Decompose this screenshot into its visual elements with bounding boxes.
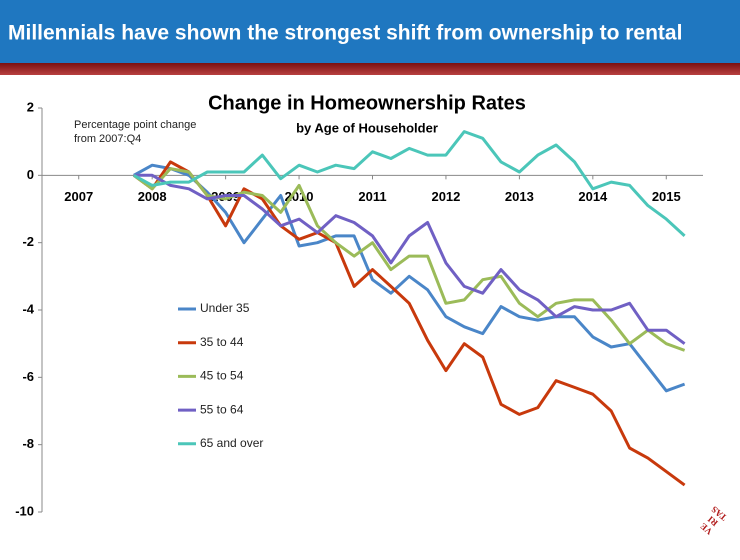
x-tick-label: 2015: [652, 189, 681, 204]
y-tick-label: -10: [15, 503, 34, 518]
series-line: [132, 167, 686, 352]
legend-label: 65 and over: [200, 436, 263, 450]
legend-label: 35 to 44: [200, 335, 244, 349]
annotation: Percentage point change: [74, 119, 196, 131]
series-line: [133, 173, 686, 345]
y-tick-label: 0: [27, 167, 34, 182]
x-tick-label: 2014: [578, 189, 608, 204]
chart-subtitle: by Age of Householder: [296, 120, 438, 135]
x-tick-label: 2012: [431, 189, 460, 204]
x-tick-label: 2007: [64, 189, 93, 204]
legend-label: Under 35: [200, 301, 250, 315]
y-tick-label: -8: [22, 436, 34, 451]
x-tick-label: 2008: [138, 189, 167, 204]
x-tick-label: 2013: [505, 189, 534, 204]
chart-title: Change in Homeownership Rates: [208, 92, 526, 114]
legend-label: 55 to 64: [200, 402, 244, 416]
legend-label: 45 to 54: [200, 369, 244, 383]
annotation: from 2007:Q4: [74, 133, 141, 145]
y-tick-label: 2: [27, 99, 34, 114]
x-tick-label: 2011: [358, 189, 386, 204]
header-strip: [0, 63, 740, 75]
series-line: [133, 163, 686, 393]
series-line: [132, 160, 686, 487]
y-tick-label: -4: [22, 301, 34, 316]
series-line: [133, 130, 686, 238]
slide-title: Millennials have shown the strongest shi…: [8, 22, 682, 45]
header-bar: [0, 0, 740, 63]
y-tick-label: -6: [22, 369, 34, 384]
y-tick-label: -2: [22, 234, 34, 249]
